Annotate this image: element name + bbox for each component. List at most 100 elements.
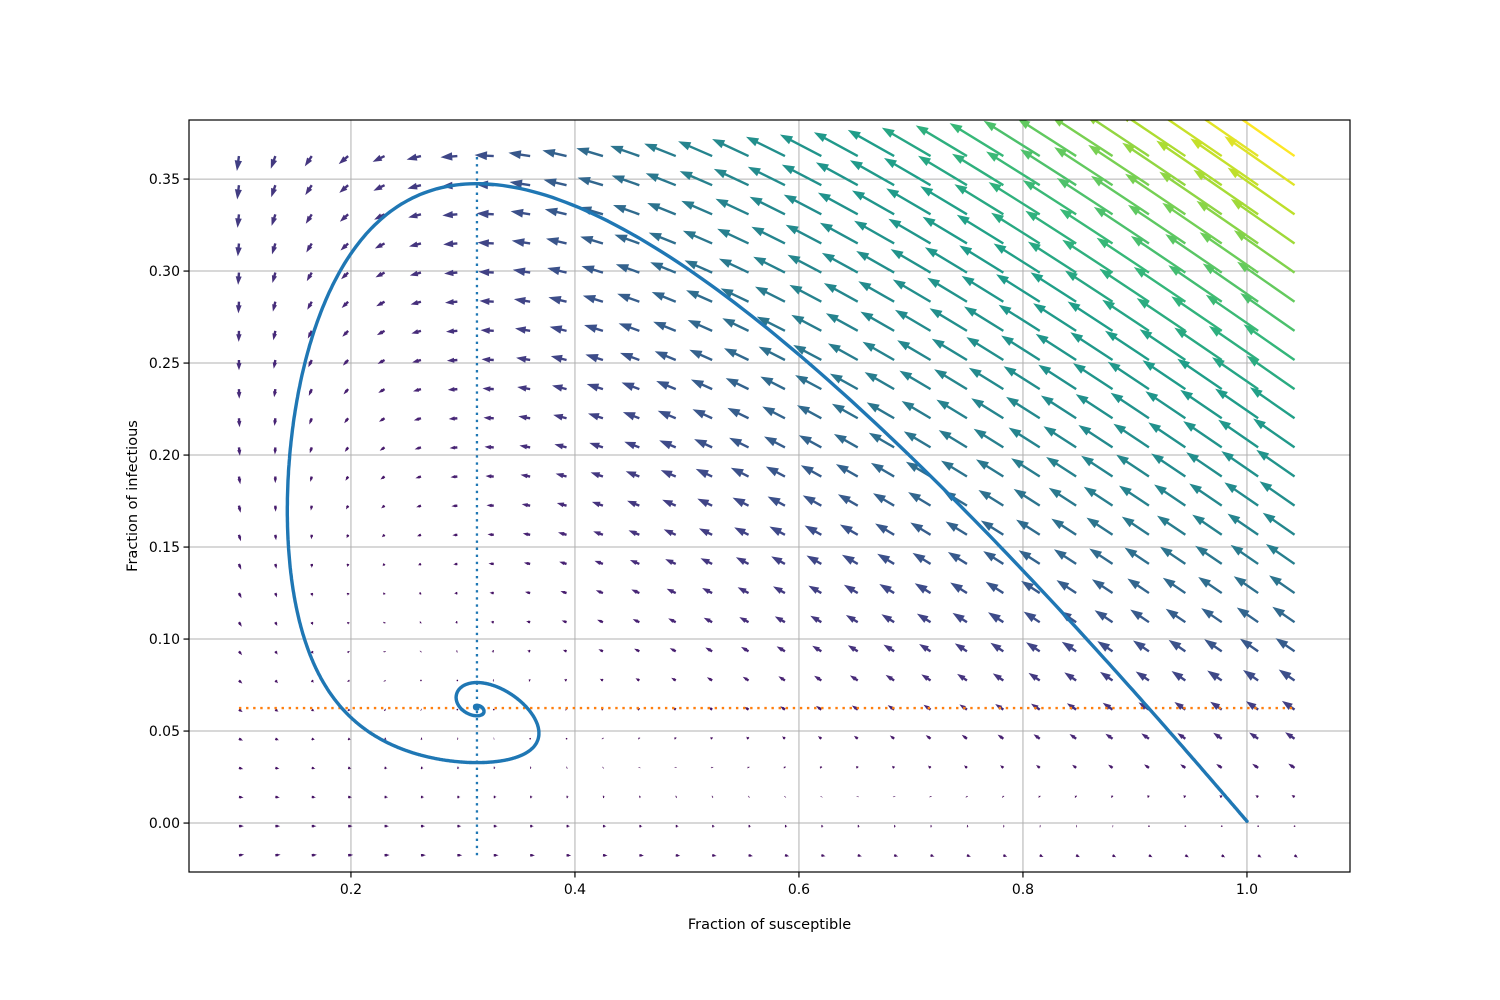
quiver-arrow-shaft bbox=[1005, 308, 1041, 332]
quiver-arrow-head bbox=[625, 471, 637, 479]
quiver-arrow-head bbox=[549, 325, 563, 334]
quiver-arrow-shaft bbox=[861, 224, 895, 245]
quiver-arrow-head bbox=[617, 293, 631, 303]
quiver-arrow-head bbox=[542, 149, 556, 158]
quiver-arrow-shaft bbox=[795, 258, 822, 274]
quiver-arrow-head bbox=[1110, 392, 1124, 404]
quiver-arrow-head bbox=[240, 767, 244, 770]
quiver-arrow-head bbox=[903, 431, 917, 442]
quiver-arrow-head bbox=[491, 650, 494, 652]
quiver-arrow-shaft bbox=[839, 407, 859, 420]
quiver-arrow-head bbox=[712, 139, 726, 149]
quiver-arrow-head bbox=[679, 171, 693, 181]
quiver-arrow-head bbox=[275, 680, 279, 684]
quiver-arrow-shaft bbox=[1024, 122, 1077, 158]
quiver-arrow-head bbox=[347, 651, 349, 654]
quiver-arrow-shaft bbox=[1202, 550, 1223, 565]
quiver-arrow-head bbox=[482, 386, 491, 392]
quiver-arrow-head bbox=[1064, 672, 1075, 681]
quiver-arrow-head bbox=[1222, 855, 1226, 858]
quiver-arrow-head bbox=[1064, 270, 1078, 282]
quiver-arrow-head bbox=[785, 224, 799, 235]
quiver-arrow-head bbox=[676, 796, 678, 798]
quiver-arrow-head bbox=[787, 254, 801, 265]
quiver-arrow-head bbox=[375, 271, 383, 278]
quiver-arrow-head bbox=[1183, 421, 1197, 432]
quiver-arrow-shaft bbox=[1240, 580, 1259, 595]
quiver-arrow-shaft bbox=[726, 261, 750, 274]
quiver-arrow-head bbox=[927, 765, 931, 768]
quiver-arrow-head bbox=[339, 214, 348, 222]
quiver-arrow-head bbox=[985, 581, 999, 593]
quiver-arrow-head bbox=[785, 796, 786, 797]
quiver-arrow-head bbox=[237, 478, 242, 485]
quiver-arrow-head bbox=[720, 288, 734, 298]
quiver-arrow-head bbox=[729, 437, 743, 448]
quiver-arrow-shaft bbox=[927, 190, 968, 216]
quiver-arrow-head bbox=[591, 501, 601, 508]
quiver-arrow-head bbox=[749, 825, 752, 827]
quiver-arrow-head bbox=[525, 591, 529, 594]
quiver-arrow-head bbox=[922, 216, 936, 227]
quiver-arrow-head bbox=[377, 359, 384, 364]
quiver-arrow-head bbox=[765, 466, 779, 477]
quiver-arrow-shaft bbox=[983, 463, 1004, 478]
quiver-arrow-head bbox=[931, 338, 945, 349]
quiver-arrow-head bbox=[238, 536, 242, 542]
quiver-arrow-head bbox=[839, 524, 853, 535]
quiver-arrow-head bbox=[978, 490, 992, 501]
quiver-arrow-head bbox=[899, 370, 913, 381]
quiver-arrow-head bbox=[998, 304, 1012, 316]
quiver-arrow-head bbox=[639, 767, 640, 768]
quiver-arrow-head bbox=[312, 796, 316, 799]
quiver-arrow-head bbox=[610, 145, 624, 155]
quiver-arrow-shaft bbox=[1256, 391, 1296, 420]
quiver-arrow-head bbox=[1157, 515, 1170, 527]
quiver-arrow-head bbox=[556, 502, 565, 508]
quiver-arrow-head bbox=[374, 242, 383, 249]
quiver-arrow-head bbox=[1038, 364, 1052, 376]
quiver-arrow-head bbox=[275, 622, 278, 626]
quiver-arrow-head bbox=[779, 134, 794, 145]
quiver-arrow-head bbox=[956, 214, 970, 226]
quiver-arrow-head bbox=[406, 153, 418, 161]
quiver-arrow-head bbox=[458, 796, 461, 798]
quiver-arrow-shaft bbox=[1135, 209, 1187, 245]
quiver-arrow-head bbox=[1236, 607, 1250, 619]
quiver-arrow-shaft bbox=[730, 321, 750, 332]
quiver-arrow-head bbox=[936, 399, 950, 410]
quiver-arrow-head bbox=[450, 475, 456, 479]
quiver-arrow-head bbox=[516, 355, 527, 363]
quiver-arrow-head bbox=[379, 447, 384, 451]
quiver-arrow-head bbox=[961, 275, 975, 287]
quiver-arrow-head bbox=[847, 129, 861, 140]
quiver-arrow-shaft bbox=[1114, 365, 1150, 391]
quiver-arrow-head bbox=[543, 178, 557, 187]
quiver-arrow-head bbox=[494, 796, 497, 798]
quiver-arrow-head bbox=[703, 617, 711, 623]
quiver-arrow-head bbox=[305, 215, 313, 224]
quiver-arrow-head bbox=[1040, 854, 1044, 857]
quiver-arrow-head bbox=[644, 143, 658, 153]
quiver-arrow-shaft bbox=[973, 341, 1004, 362]
quiver-arrow-head bbox=[1102, 702, 1112, 710]
quiver-arrow-head bbox=[640, 825, 643, 827]
quiver-arrow-head bbox=[894, 825, 897, 827]
quiver-arrow-head bbox=[639, 796, 642, 798]
quiver-arrow-shaft bbox=[959, 157, 1004, 187]
quiver-arrow-head bbox=[1130, 609, 1143, 621]
quiver-arrow-shaft bbox=[948, 464, 968, 478]
quiver-arrow-shaft bbox=[1117, 396, 1150, 420]
quiver-arrow-head bbox=[1038, 795, 1040, 797]
x-tick-label: 1.0 bbox=[1236, 882, 1258, 898]
quiver-arrow-head bbox=[875, 523, 889, 534]
quiver-arrow-head bbox=[239, 738, 243, 741]
quiver-arrow-head bbox=[1198, 577, 1211, 588]
quiver-arrow-head bbox=[851, 705, 857, 710]
quiver-arrow-head bbox=[585, 354, 599, 363]
quiver-arrow-head bbox=[986, 151, 999, 162]
quiver-arrow-shaft bbox=[1100, 211, 1150, 245]
quiver-arrow-head bbox=[858, 854, 862, 857]
quiver-dot bbox=[1257, 825, 1259, 827]
quiver-arrow-shaft bbox=[1263, 454, 1296, 478]
